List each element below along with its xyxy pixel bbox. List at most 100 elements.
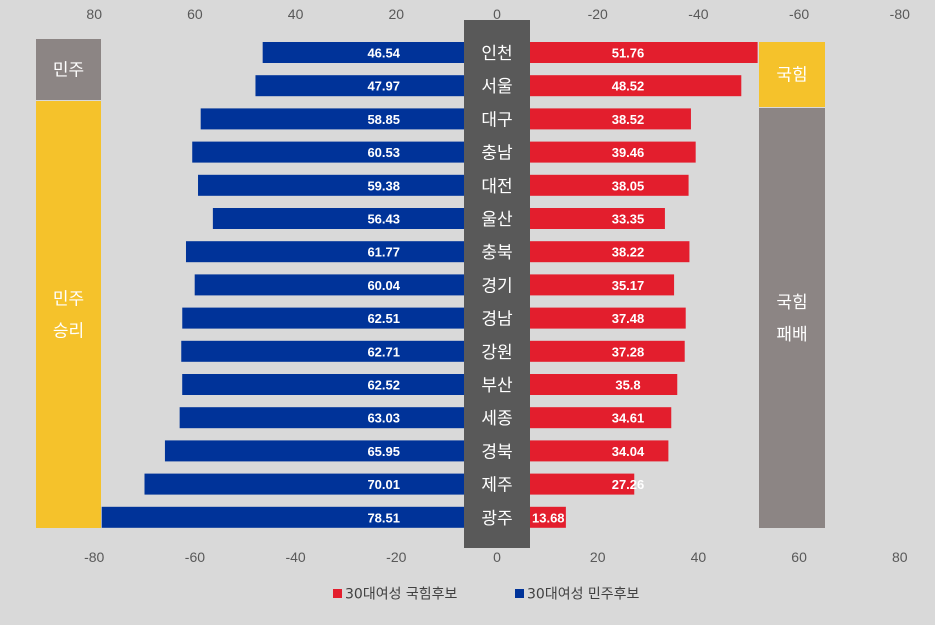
- bar-democrat: [194, 274, 464, 296]
- top-axis-tick: 20: [389, 6, 405, 22]
- region-label: 대전: [481, 177, 512, 197]
- top-axis-tick: -20: [588, 6, 608, 22]
- region-label: 대구: [481, 110, 512, 130]
- value-label-democrat: 46.54: [367, 46, 400, 61]
- value-label-ppp: 38.05: [612, 178, 645, 193]
- bottom-axis-tick: -40: [285, 549, 305, 565]
- bar-ppp: [530, 506, 566, 528]
- left-box-0: [36, 39, 101, 100]
- bar-ppp: [530, 407, 672, 429]
- value-label-democrat: 62.52: [367, 378, 400, 393]
- bar-democrat: [101, 506, 464, 528]
- region-label: 서울: [481, 77, 512, 97]
- region-label: 충북: [481, 243, 512, 263]
- legend-swatch-ppp: [333, 589, 342, 598]
- left-box-1-label: 승리: [53, 322, 84, 342]
- region-label: 경남: [481, 310, 513, 330]
- right-box-1-label: 국힘: [776, 293, 807, 313]
- value-label-democrat: 56.43: [367, 212, 400, 227]
- bar-ppp: [530, 374, 678, 395]
- region-label: 부산: [481, 376, 513, 396]
- value-label-democrat: 59.38: [367, 178, 400, 193]
- left-box-1-label: 민주: [53, 290, 84, 310]
- legend-swatch-democrat: [515, 589, 524, 598]
- value-label-democrat: 60.04: [367, 278, 400, 293]
- region-label: 세종: [481, 409, 512, 429]
- bar-democrat: [179, 407, 464, 429]
- value-label-democrat: 58.85: [367, 112, 400, 127]
- bar-democrat: [144, 473, 465, 495]
- top-axis-tick: 60: [187, 6, 203, 22]
- top-axis-tick: -40: [688, 6, 708, 22]
- top-axis-tick: 80: [86, 6, 102, 22]
- bar-democrat: [185, 241, 465, 263]
- bar-ppp: [530, 208, 665, 229]
- value-label-ppp: 38.22: [612, 245, 645, 260]
- right-box-0-label: 국힘: [776, 66, 807, 86]
- left-box-1: [36, 101, 101, 528]
- bottom-axis-tick: 0: [493, 549, 501, 565]
- value-label-ppp: 27.26: [612, 477, 645, 492]
- legend-label-ppp: 30대여성 국힘후보: [345, 587, 458, 603]
- value-label-democrat: 65.95: [367, 444, 400, 459]
- region-label: 경북: [481, 442, 512, 462]
- value-label-ppp: 34.04: [612, 444, 645, 459]
- value-label-democrat: 78.51: [367, 510, 400, 525]
- right-box-0: [759, 42, 825, 107]
- value-label-ppp: 33.35: [612, 212, 645, 227]
- region-label: 경기: [481, 276, 512, 296]
- left-box-0-label: 민주: [53, 61, 84, 81]
- bar-ppp: [530, 174, 689, 196]
- value-label-ppp: 48.52: [612, 79, 645, 94]
- bar-democrat: [200, 108, 464, 130]
- bar-ppp: [530, 307, 686, 329]
- bottom-axis-tick: 20: [590, 549, 606, 565]
- bar-democrat: [255, 75, 464, 97]
- bottom-axis-tick: -80: [84, 549, 104, 565]
- bottom-axis-tick: 60: [791, 549, 807, 565]
- bar-ppp: [530, 274, 675, 296]
- bar-ppp: [530, 108, 691, 130]
- bottom-axis-tick: -60: [185, 549, 205, 565]
- bar-democrat: [182, 307, 464, 329]
- right-box-1: [759, 108, 825, 528]
- region-label: 광주: [481, 509, 512, 529]
- region-label: 인천: [481, 44, 512, 64]
- bottom-axis-tick: -20: [386, 549, 406, 565]
- value-label-ppp: 51.76: [612, 46, 645, 61]
- value-label-ppp: 13.68: [532, 510, 565, 525]
- right-box-1-label: 패배: [776, 325, 807, 345]
- center-band: [464, 20, 530, 548]
- value-label-democrat: 62.71: [367, 344, 400, 359]
- value-label-democrat: 61.77: [367, 245, 400, 260]
- value-label-ppp: 37.28: [612, 344, 645, 359]
- bar-ppp: [530, 440, 669, 462]
- bar-democrat: [181, 340, 464, 362]
- bar-ppp: [530, 75, 742, 97]
- value-label-ppp: 35.8: [615, 378, 640, 393]
- bottom-axis-tick: 40: [691, 549, 707, 565]
- bar-democrat: [212, 208, 464, 229]
- value-label-ppp: 39.46: [612, 145, 645, 160]
- region-label: 제주: [481, 476, 512, 496]
- legend-label-democrat: 30대여성 민주후보: [527, 587, 640, 603]
- value-label-ppp: 35.17: [612, 278, 645, 293]
- region-label: 충남: [481, 144, 513, 164]
- top-axis-tick: -60: [789, 6, 809, 22]
- value-label-ppp: 34.61: [612, 411, 645, 426]
- top-axis-tick: 40: [288, 6, 304, 22]
- value-label-democrat: 62.51: [367, 311, 400, 326]
- bar-ppp: [530, 340, 685, 362]
- top-axis-tick: 0: [493, 6, 501, 22]
- value-label-ppp: 38.52: [612, 112, 645, 127]
- value-label-democrat: 47.97: [367, 79, 400, 94]
- top-axis-tick: -80: [890, 6, 910, 22]
- bar-democrat: [182, 374, 465, 395]
- value-label-democrat: 60.53: [367, 145, 400, 160]
- value-label-ppp: 37.48: [612, 311, 645, 326]
- bar-democrat: [192, 141, 464, 163]
- bar-democrat: [262, 42, 464, 63]
- value-label-democrat: 70.01: [367, 477, 400, 492]
